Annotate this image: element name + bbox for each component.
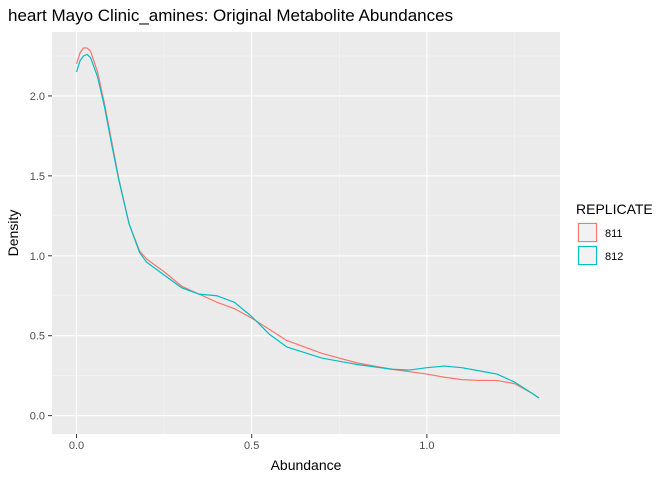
y-axis-title: Density xyxy=(5,210,21,257)
legend-key-bg xyxy=(577,222,598,243)
x-tick-label: 0.5 xyxy=(244,440,259,452)
plot-panel xyxy=(52,32,560,434)
legend-key-812 xyxy=(578,246,597,265)
series-lines xyxy=(75,47,540,399)
y-tick-label: 2.0 xyxy=(30,91,45,103)
x-axis-ticks: 0.0 0.5 1.0 xyxy=(69,434,435,452)
y-tick-label: 1.5 xyxy=(30,171,45,183)
x-tick-label: 0.0 xyxy=(69,440,84,452)
major-gridlines xyxy=(52,32,560,434)
legend: REPLICATE 811 812 xyxy=(576,201,653,266)
legend-key-811 xyxy=(578,223,597,242)
x-axis-title: Abundance xyxy=(271,457,342,473)
y-tick-label: 1.0 xyxy=(30,251,45,263)
chart-title: heart Mayo Clinic_amines: Original Metab… xyxy=(8,6,453,25)
legend-label-812: 812 xyxy=(605,251,623,263)
legend-title: REPLICATE xyxy=(576,201,653,217)
x-tick-label: 1.0 xyxy=(419,440,434,452)
y-tick-label: 0.0 xyxy=(30,411,45,423)
series-line-811 xyxy=(75,47,540,399)
legend-key-bg xyxy=(577,245,598,266)
y-tick-label: 0.5 xyxy=(30,331,45,343)
y-axis-ticks: 0.0 0.5 1.0 1.5 2.0 xyxy=(30,91,52,423)
series-line-812 xyxy=(75,53,540,399)
legend-label-811: 811 xyxy=(605,228,623,240)
minor-gridlines xyxy=(52,32,560,434)
